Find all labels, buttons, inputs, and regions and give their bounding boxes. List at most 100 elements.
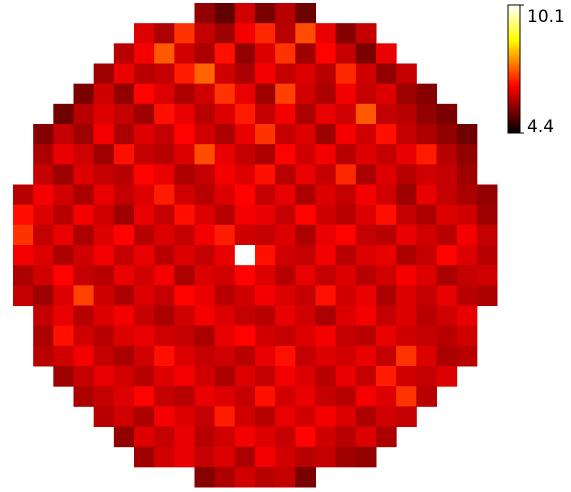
cell — [376, 144, 397, 165]
cell — [73, 204, 95, 226]
cell — [396, 103, 417, 125]
cell — [194, 406, 216, 427]
cell — [315, 124, 337, 145]
cell — [234, 83, 256, 105]
cell — [275, 386, 296, 407]
cell — [255, 305, 276, 327]
cell — [376, 83, 397, 105]
cell — [214, 466, 236, 488]
cell — [234, 164, 256, 185]
cell — [456, 204, 478, 226]
cell — [113, 265, 135, 286]
cell — [355, 386, 377, 407]
cell — [194, 103, 216, 125]
cell — [53, 325, 74, 347]
cell — [355, 124, 377, 145]
cell — [376, 345, 397, 367]
cell — [134, 164, 155, 185]
cell — [154, 144, 175, 165]
cell — [295, 466, 316, 488]
cell — [73, 164, 95, 185]
cell — [113, 345, 135, 367]
cell — [214, 345, 236, 367]
cell — [234, 386, 256, 407]
cell — [234, 446, 256, 468]
cell — [456, 144, 478, 165]
cell — [194, 224, 216, 246]
cell — [376, 124, 397, 145]
cell — [255, 43, 276, 64]
cell — [134, 83, 155, 105]
cell — [255, 466, 276, 488]
cell — [174, 305, 195, 327]
cell — [355, 144, 377, 165]
cell — [335, 23, 357, 44]
cell — [194, 325, 216, 347]
cell — [436, 144, 458, 165]
cell — [113, 204, 135, 226]
cell — [315, 204, 337, 226]
cell — [255, 103, 276, 125]
cell — [295, 164, 316, 185]
cell — [234, 345, 256, 367]
cell — [376, 366, 397, 387]
cell — [174, 83, 195, 105]
cell — [73, 224, 95, 246]
cell — [295, 245, 316, 266]
cell — [234, 265, 256, 286]
cell — [396, 305, 417, 327]
cell — [194, 426, 216, 448]
cell — [315, 265, 337, 286]
cell — [154, 245, 175, 266]
cell — [13, 184, 34, 206]
cell — [214, 184, 236, 206]
cell — [174, 144, 195, 165]
cell — [234, 103, 256, 125]
cell — [416, 245, 437, 266]
cell — [134, 144, 155, 165]
cell — [335, 124, 357, 145]
cell — [33, 305, 54, 327]
cell — [134, 43, 155, 64]
cell — [174, 204, 195, 226]
cell — [154, 366, 175, 387]
cell — [396, 265, 417, 286]
cell — [416, 386, 437, 407]
cell — [396, 366, 417, 387]
colorbar-tick-label: 10.1 — [527, 7, 565, 27]
cell — [335, 285, 357, 306]
cell — [315, 164, 337, 185]
cell — [33, 345, 54, 367]
cell — [154, 124, 175, 145]
cell — [93, 184, 115, 206]
cell — [436, 124, 458, 145]
cell — [255, 3, 276, 24]
cell — [355, 265, 377, 286]
cell — [315, 446, 337, 468]
cell — [93, 285, 115, 306]
cell — [476, 285, 498, 306]
cell — [275, 23, 296, 44]
cell — [436, 345, 458, 367]
cell — [194, 265, 216, 286]
cell — [295, 184, 316, 206]
cell — [335, 325, 357, 347]
cell — [234, 366, 256, 387]
cell — [53, 224, 74, 246]
cell — [275, 124, 296, 145]
cell — [396, 325, 417, 347]
cell — [436, 285, 458, 306]
cell — [194, 386, 216, 407]
cell — [154, 305, 175, 327]
cell — [315, 144, 337, 165]
cell — [53, 204, 74, 226]
cell — [113, 63, 135, 85]
cell — [73, 245, 95, 266]
cell — [355, 305, 377, 327]
cell — [93, 204, 115, 226]
cell — [275, 184, 296, 206]
cell — [214, 83, 236, 105]
cell — [214, 305, 236, 327]
